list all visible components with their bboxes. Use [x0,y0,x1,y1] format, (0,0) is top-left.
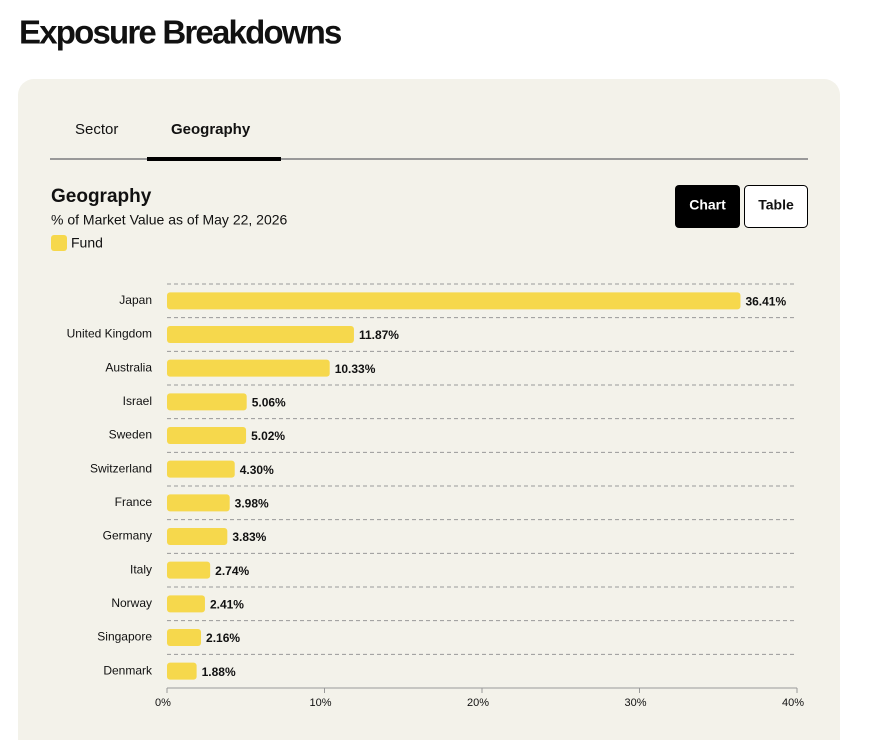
bar [167,528,228,545]
value-label: 4.30% [240,463,274,477]
value-label: 10.33% [335,362,376,376]
bar [167,427,247,444]
y-tick-label: France [115,495,153,509]
value-label: 2.16% [206,631,240,645]
chart-subtitle: % of Market Value as of May 22, 2026 [51,212,288,228]
y-tick-label: Germany [103,529,152,543]
y-tick-label: Italy [130,562,152,576]
y-tick-label: Japan [119,293,152,307]
value-label: 5.02% [251,429,285,443]
bar [167,494,230,512]
value-label: 2.41% [210,598,244,612]
bar [167,595,205,613]
y-tick-label: Norway [111,596,152,610]
y-tick-label: Israel [123,394,152,408]
value-label: 11.87% [359,328,399,342]
value-label: 2.74% [215,564,249,578]
table-button-label[interactable]: Table [758,197,794,213]
x-tick-label: 10% [309,697,331,709]
value-label: 3.98% [235,497,269,511]
card [18,79,840,740]
value-label: 36.41% [745,295,786,309]
bar [167,393,247,411]
x-tick-label: 0% [155,697,171,709]
bar [167,629,202,646]
y-tick-label: Denmark [103,663,153,677]
tab[interactable]: Sector [75,121,118,138]
bar [167,292,741,310]
page-heading: Exposure Breakdowns [19,14,341,51]
value-label: 1.88% [202,665,236,679]
x-tick-label: 20% [467,697,489,709]
x-tick-label: 40% [782,697,804,709]
tab-underline [147,157,281,161]
value-label: 3.83% [232,530,266,544]
bar [167,460,235,478]
y-tick-label: Singapore [97,630,152,644]
table-button[interactable] [744,185,808,228]
y-tick-label: United Kingdom [67,327,152,341]
y-tick-label: Sweden [109,428,152,442]
bar [167,326,354,343]
value-label: 5.06% [252,396,286,410]
legend-swatch [51,235,67,251]
bar [167,561,211,579]
bar [167,359,330,377]
chart-button[interactable] [675,185,740,228]
chart-title: Geography [51,186,152,207]
tab-divider [50,158,808,160]
tab-active[interactable]: Geography [171,121,251,138]
legend-label: Fund [71,235,103,251]
x-tick-label: 30% [624,697,646,709]
bar [167,662,197,680]
y-tick-label: Australia [105,360,152,374]
y-tick-label: Switzerland [90,461,152,475]
chart-button-label[interactable]: Chart [689,197,726,213]
